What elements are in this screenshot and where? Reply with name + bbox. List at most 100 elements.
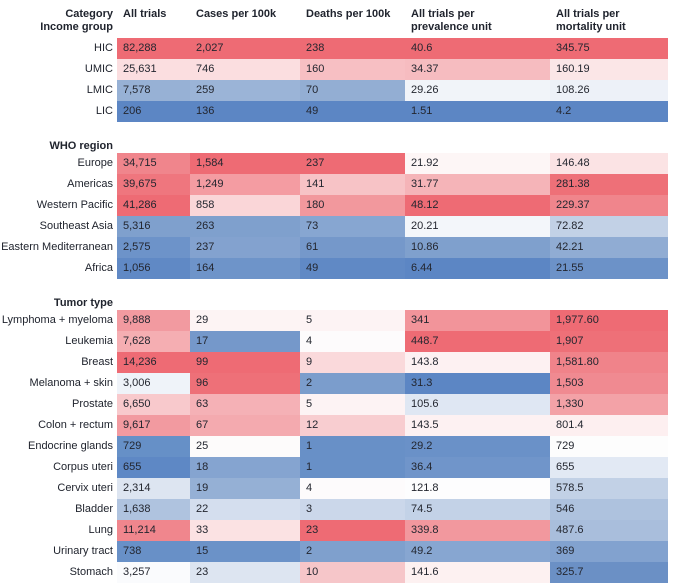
heatmap-cell: 3 (300, 499, 405, 520)
heatmap-cell: 72.82 (550, 216, 668, 237)
heatmap-cell: 25 (190, 436, 300, 457)
table-row: Lung 11,214 33 23 339.8 487.6 (0, 520, 691, 541)
table-header: Category Income group All trials Cases pe… (0, 8, 691, 38)
heatmap-cell: 858 (190, 195, 300, 216)
heatmap-cell: 10 (300, 562, 405, 583)
heatmap-cell: 96 (190, 373, 300, 394)
heatmap-cell: 369 (550, 541, 668, 562)
heatmap-cell: 9,888 (117, 310, 190, 331)
heatmap-cell: 9,617 (117, 415, 190, 436)
table-row: Europe 34,715 1,584 237 21.92 146.48 (0, 153, 691, 174)
column-header: All trials per mortality unit (556, 8, 626, 33)
heatmap-cell: 34.37 (405, 59, 550, 80)
heatmap-cell: 25,631 (117, 59, 190, 80)
heatmap-cell: 6.44 (405, 258, 550, 279)
heatmap-cell: 29.26 (405, 80, 550, 101)
table-row: Cervix uteri 2,314 19 4 121.8 578.5 (0, 478, 691, 499)
category-label: Category (65, 8, 113, 20)
table-row: Leukemia 7,628 17 4 448.7 1,907 (0, 331, 691, 352)
heatmap-cell: 70 (300, 80, 405, 101)
heatmap-cell: 23 (300, 520, 405, 541)
table-row: Stomach 3,257 23 10 141.6 325.7 (0, 562, 691, 583)
heatmap-cell: 74.5 (405, 499, 550, 520)
heatmap-cell: 29 (190, 310, 300, 331)
heatmap-cell: 1,977.60 (550, 310, 668, 331)
row-label: Africa (84, 262, 113, 274)
heatmap-cell: 40.6 (405, 38, 550, 59)
heatmap-cell: 5,316 (117, 216, 190, 237)
heatmap-cell: 5 (300, 394, 405, 415)
row-label: Urinary tract (53, 545, 113, 557)
section-gap (0, 122, 691, 140)
row-label: Lymphoma + myeloma (1, 314, 113, 326)
heatmap-cell: 18 (190, 457, 300, 478)
heatmap-cell: 4 (300, 478, 405, 499)
heatmap-cell: 143.8 (405, 352, 550, 373)
heatmap-cell: 42.21 (550, 237, 668, 258)
heatmap-cell: 141.6 (405, 562, 550, 583)
heatmap-cell: 746 (190, 59, 300, 80)
table-row: Western Pacific 41,286 858 180 48.12 229.37 (0, 195, 691, 216)
row-label: Colon + rectum (38, 419, 113, 431)
heatmap-cell: 738 (117, 541, 190, 562)
row-label: Lung (88, 524, 113, 536)
heatmap-cell: 31.77 (405, 174, 550, 195)
heatmap-cell: 143.5 (405, 415, 550, 436)
heatmap-cell: 15 (190, 541, 300, 562)
heatmap-cell: 259 (190, 80, 300, 101)
heatmap-cell: 1,056 (117, 258, 190, 279)
heatmap-cell: 729 (117, 436, 190, 457)
heatmap-cell: 17 (190, 331, 300, 352)
heatmap-cell: 11,214 (117, 520, 190, 541)
heatmap-cell: 1.51 (405, 101, 550, 122)
heatmap-cell: 105.6 (405, 394, 550, 415)
section-label: Tumor type (53, 297, 113, 309)
heatmap-cell: 4 (300, 331, 405, 352)
row-label: Cervix uteri (57, 482, 113, 494)
heatmap-cell: 12 (300, 415, 405, 436)
column-header: All trials (123, 8, 167, 20)
heatmap-cell: 29.2 (405, 436, 550, 457)
heatmap-cell: 141 (300, 174, 405, 195)
heatmap-cell: 160 (300, 59, 405, 80)
heatmap-cell: 82,288 (117, 38, 190, 59)
table-row: Endocrine glands 729 25 1 29.2 729 (0, 436, 691, 457)
row-label: Corpus uteri (53, 461, 113, 473)
row-label: Breast (81, 356, 113, 368)
heatmap-cell: 339.8 (405, 520, 550, 541)
table-row: LIC 206 136 49 1.51 4.2 (0, 101, 691, 122)
row-label: LMIC (86, 84, 113, 96)
heatmap-cell: 263 (190, 216, 300, 237)
heatmap-cell: 136 (190, 101, 300, 122)
heatmap-cell: 19 (190, 478, 300, 499)
heatmap-cell: 237 (300, 153, 405, 174)
heatmap-cell: 10.86 (405, 237, 550, 258)
heatmap-cell: 34,715 (117, 153, 190, 174)
column-header: Cases per 100k (196, 8, 277, 20)
heatmap-cell: 180 (300, 195, 405, 216)
heatmap-cell: 1,330 (550, 394, 668, 415)
heatmap-cell: 21.92 (405, 153, 550, 174)
table-row: Bladder 1,638 22 3 74.5 546 (0, 499, 691, 520)
heatmap-cell: 121.8 (405, 478, 550, 499)
heatmap-cell: 160.19 (550, 59, 668, 80)
table-row: Southeast Asia 5,316 263 73 20.21 72.82 (0, 216, 691, 237)
table-row: UMIC 25,631 746 160 34.37 160.19 (0, 59, 691, 80)
heatmap-cell: 73 (300, 216, 405, 237)
heatmap-cell: 1 (300, 436, 405, 457)
row-label: LIC (95, 105, 113, 117)
section-label: WHO region (49, 140, 113, 152)
heatmap-cell: 2 (300, 541, 405, 562)
table-row: Americas 39,675 1,249 141 31.77 281.38 (0, 174, 691, 195)
column-header: All trials per prevalence unit (411, 8, 492, 33)
heatmap-cell: 7,578 (117, 80, 190, 101)
section-label-row: Tumor type (0, 297, 691, 310)
heatmap-cell: 108.26 (550, 80, 668, 101)
table-body: HIC 82,288 2,027 238 40.6 345.75 UMIC 25,631 746… (0, 38, 691, 583)
heatmap-cell: 341 (405, 310, 550, 331)
table-row: Melanoma + skin 3,006 96 2 31.3 1,503 (0, 373, 691, 394)
table-row: Urinary tract 738 15 2 49.2 369 (0, 541, 691, 562)
heatmap-cell: 487.6 (550, 520, 668, 541)
row-label: Americas (67, 178, 113, 190)
